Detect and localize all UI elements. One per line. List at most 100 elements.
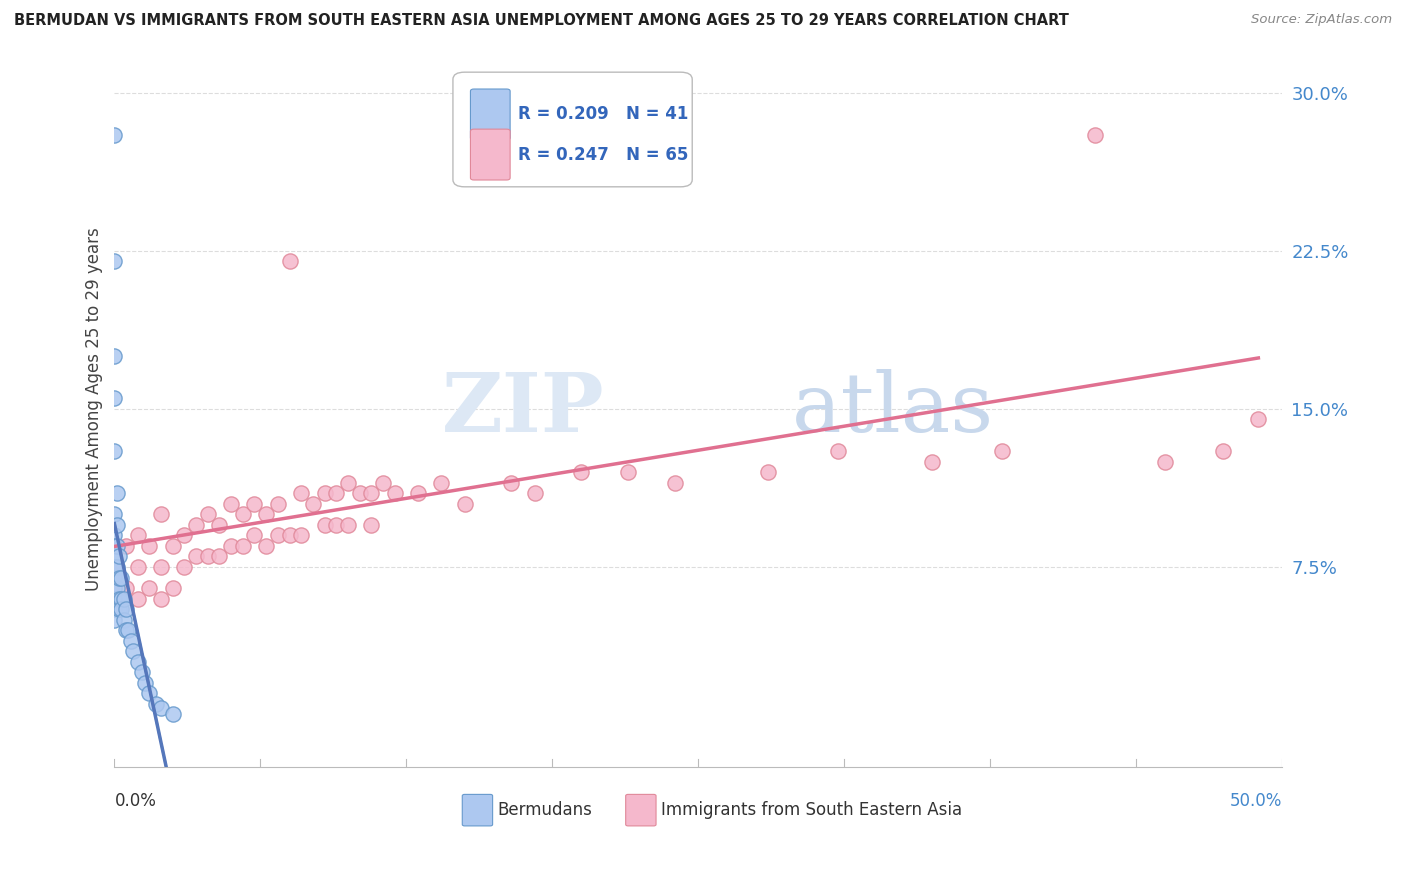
Point (112, 591, 135, 606)
Point (243, 497, 266, 511)
Point (110, 570, 132, 584)
Point (150, 591, 173, 606)
Point (127, 655, 149, 669)
Point (131, 665, 153, 680)
Point (105, 517, 128, 532)
Point (371, 475, 394, 490)
Text: Immigrants from South Eastern Asia: Immigrants from South Eastern Asia (661, 801, 962, 819)
Point (103, 570, 125, 584)
Point (173, 560, 195, 574)
Point (112, 613, 135, 627)
Point (105, 560, 128, 574)
Point (197, 549, 219, 564)
Point (569, 465, 592, 479)
Point (1154, 454, 1177, 468)
Point (173, 528, 195, 542)
Point (664, 475, 686, 490)
Point (314, 517, 336, 532)
Point (314, 486, 336, 500)
Point (110, 591, 132, 606)
Point (117, 623, 139, 637)
Point (1084, 128, 1107, 142)
Point (453, 497, 475, 511)
Point (254, 508, 277, 522)
Point (105, 581, 128, 595)
Text: 0.0%: 0.0% (114, 792, 156, 810)
Point (184, 517, 207, 532)
Point (145, 697, 167, 711)
Point (103, 508, 125, 522)
Text: R = 0.209   N = 41: R = 0.209 N = 41 (519, 105, 689, 123)
Text: Source: ZipAtlas.com: Source: ZipAtlas.com (1251, 13, 1392, 27)
Point (120, 633, 142, 648)
Point (103, 349, 125, 363)
Point (254, 539, 277, 553)
Point (232, 539, 254, 553)
Point (325, 517, 347, 532)
FancyBboxPatch shape (463, 795, 492, 826)
Point (103, 602, 125, 616)
Point (208, 517, 231, 532)
Y-axis label: Unemployment Among Ages 25 to 29 years: Unemployment Among Ages 25 to 29 years (86, 227, 103, 591)
Point (127, 528, 149, 542)
Point (384, 486, 406, 500)
Point (150, 560, 173, 574)
Text: atlas: atlas (792, 369, 994, 449)
FancyBboxPatch shape (453, 72, 692, 186)
FancyBboxPatch shape (471, 129, 510, 180)
Point (103, 528, 125, 542)
Point (302, 497, 325, 511)
Point (110, 602, 132, 616)
Point (115, 581, 138, 595)
Point (103, 549, 125, 564)
Point (134, 676, 156, 690)
Point (1212, 444, 1234, 458)
Point (278, 528, 301, 542)
Point (336, 517, 359, 532)
Point (336, 475, 359, 490)
FancyBboxPatch shape (626, 795, 657, 826)
Point (103, 392, 125, 406)
Text: Bermudans: Bermudans (498, 801, 592, 819)
Point (219, 539, 242, 553)
Point (219, 497, 242, 511)
Point (105, 486, 128, 500)
Point (523, 486, 546, 500)
Point (103, 613, 125, 627)
Point (921, 454, 943, 468)
Point (756, 465, 779, 479)
Point (103, 581, 125, 595)
Point (103, 128, 125, 142)
Point (278, 254, 301, 268)
Point (267, 497, 290, 511)
Point (103, 591, 125, 606)
Point (105, 539, 128, 553)
Point (103, 444, 125, 458)
FancyBboxPatch shape (471, 89, 510, 140)
Point (115, 623, 138, 637)
Point (360, 486, 382, 500)
Text: 50.0%: 50.0% (1229, 792, 1282, 810)
Point (108, 602, 131, 616)
Point (103, 560, 125, 574)
Point (208, 549, 231, 564)
Point (122, 644, 145, 658)
Point (325, 486, 347, 500)
Point (150, 508, 173, 522)
Point (232, 508, 254, 522)
Point (827, 444, 849, 458)
Point (243, 528, 266, 542)
Point (108, 591, 131, 606)
Point (360, 517, 382, 532)
Point (138, 686, 160, 700)
Point (349, 486, 371, 500)
Point (267, 528, 290, 542)
Point (127, 591, 149, 606)
Point (290, 486, 312, 500)
Point (406, 486, 429, 500)
Point (103, 560, 125, 574)
Point (501, 475, 523, 490)
Point (290, 528, 312, 542)
Point (103, 539, 125, 553)
Point (127, 560, 149, 574)
